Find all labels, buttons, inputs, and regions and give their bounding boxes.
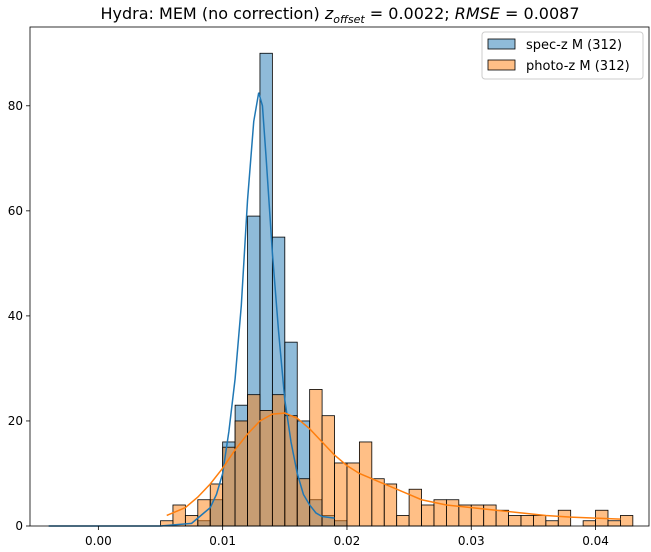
- x-tick-label: 0.00: [85, 534, 112, 548]
- histogram-bar: [495, 509, 509, 527]
- legend: spec-z M (312) photo-z M (312): [481, 31, 644, 80]
- histogram-bar: [557, 509, 572, 527]
- series-1-kde-line: [48, 92, 335, 527]
- histogram-bar: [421, 504, 435, 527]
- histogram-bar: [508, 515, 522, 527]
- legend-box: [481, 31, 644, 80]
- histogram-bar: [520, 515, 534, 527]
- histogram-bar: [321, 415, 335, 527]
- legend-swatch-1: [487, 38, 516, 50]
- histogram-bar: [396, 515, 410, 527]
- histogram-bar: [483, 504, 497, 527]
- histogram-bar: [533, 515, 547, 527]
- histogram-bar: [284, 415, 298, 527]
- chart-title-z-symbol: z: [324, 4, 334, 23]
- series-2-kde-line: [166, 412, 621, 520]
- x-tick-label: 0.01: [209, 534, 236, 548]
- histogram-bar: [371, 478, 385, 527]
- histogram-bar: [259, 410, 273, 527]
- plot-area: [48, 52, 634, 527]
- axes: 0.00 0.01 0.02 0.03 0.04 0 20 40 60 80: [8, 26, 650, 548]
- x-tick-label: 0.03: [458, 534, 485, 548]
- histogram-bar: [545, 520, 559, 527]
- histogram-bar: [620, 515, 634, 527]
- x-tick-label: 0.02: [334, 534, 361, 548]
- y-tick-label: 80: [8, 99, 23, 113]
- legend-swatch-2: [487, 59, 516, 71]
- y-tick-label: 20: [8, 414, 23, 428]
- y-tick-label: 60: [8, 204, 23, 218]
- histogram-bar: [383, 483, 398, 527]
- histogram-bar: [445, 499, 460, 527]
- histogram-bar: [582, 520, 596, 527]
- chart-title-rmse-symbol: RMSE: [455, 4, 501, 23]
- chart-title-rmse-value: = 0.0087: [500, 4, 580, 23]
- chart-title-z-subscript: offset: [333, 13, 365, 26]
- legend-label-2: photo-z M (312): [526, 59, 630, 74]
- histogram-bar: [358, 441, 373, 527]
- y-tick-label: 40: [8, 309, 23, 323]
- histogram-bar: [334, 462, 348, 527]
- x-tick-label: 0.04: [582, 534, 609, 548]
- y-tick-label: 0: [15, 519, 23, 533]
- histogram-bar: [309, 389, 323, 527]
- legend-label-1: spec-z M (312): [526, 38, 622, 53]
- histogram-bar: [607, 520, 621, 527]
- chart-title-prefix: Hydra: MEM (no correction): [101, 4, 325, 23]
- plot-frame: [29, 26, 650, 527]
- histogram-bar: [247, 394, 261, 527]
- chart-title: Hydra: MEM (no correction) zoffset = 0.0…: [101, 4, 580, 26]
- chart-title-z-value: = 0.0022;: [365, 4, 455, 23]
